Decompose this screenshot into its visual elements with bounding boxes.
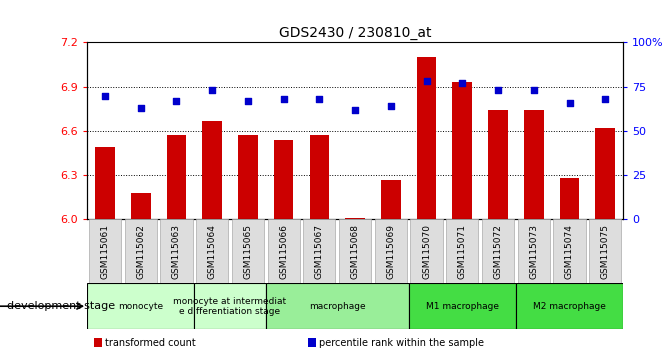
Bar xyxy=(87,283,194,329)
Point xyxy=(529,87,539,93)
Point xyxy=(421,79,432,84)
Bar xyxy=(524,110,543,219)
Text: GSM115067: GSM115067 xyxy=(315,224,324,279)
Point xyxy=(171,98,182,104)
Text: M1 macrophage: M1 macrophage xyxy=(426,302,498,311)
Text: M2 macrophage: M2 macrophage xyxy=(533,302,606,311)
Bar xyxy=(417,57,436,219)
Bar xyxy=(345,218,365,219)
Point xyxy=(350,107,360,113)
Bar xyxy=(452,82,472,219)
Text: GSM115062: GSM115062 xyxy=(136,224,145,279)
Point xyxy=(457,80,468,86)
Bar xyxy=(160,219,192,283)
Title: GDS2430 / 230810_at: GDS2430 / 230810_at xyxy=(279,26,431,40)
Bar xyxy=(482,219,514,283)
Bar xyxy=(516,283,623,329)
Text: GSM115073: GSM115073 xyxy=(529,224,538,279)
Text: GSM115075: GSM115075 xyxy=(601,224,610,279)
Bar xyxy=(274,140,293,219)
Bar xyxy=(411,219,443,283)
Bar xyxy=(131,193,151,219)
Bar xyxy=(381,180,401,219)
Bar xyxy=(589,219,621,283)
Bar xyxy=(95,147,115,219)
Bar xyxy=(238,136,258,219)
Point xyxy=(492,87,503,93)
Text: GSM115071: GSM115071 xyxy=(458,224,467,279)
Bar xyxy=(446,219,478,283)
Bar xyxy=(89,219,121,283)
Text: GSM115061: GSM115061 xyxy=(100,224,109,279)
Text: GSM115070: GSM115070 xyxy=(422,224,431,279)
Bar xyxy=(266,283,409,329)
Bar xyxy=(232,219,264,283)
Bar xyxy=(596,128,615,219)
Point xyxy=(100,93,111,98)
Text: GSM115065: GSM115065 xyxy=(243,224,253,279)
Bar xyxy=(202,121,222,219)
Text: monocyte at intermediat
e differentiation stage: monocyte at intermediat e differentiatio… xyxy=(174,297,287,316)
Bar xyxy=(196,219,228,283)
Point xyxy=(600,96,610,102)
Text: macrophage: macrophage xyxy=(309,302,366,311)
Point xyxy=(207,87,218,93)
Point xyxy=(314,96,325,102)
Text: GSM115063: GSM115063 xyxy=(172,224,181,279)
Point xyxy=(278,96,289,102)
Bar xyxy=(488,110,508,219)
Bar xyxy=(304,219,336,283)
Point xyxy=(243,98,253,104)
Text: monocyte: monocyte xyxy=(118,302,163,311)
Text: GSM115069: GSM115069 xyxy=(387,224,395,279)
Text: GSM115074: GSM115074 xyxy=(565,224,574,279)
Point xyxy=(385,103,396,109)
Bar xyxy=(553,219,586,283)
Text: GSM115072: GSM115072 xyxy=(494,224,502,279)
Text: transformed count: transformed count xyxy=(105,338,195,348)
Bar xyxy=(559,178,580,219)
Point xyxy=(135,105,146,111)
Text: GSM115066: GSM115066 xyxy=(279,224,288,279)
Point xyxy=(564,100,575,105)
Text: development stage: development stage xyxy=(7,301,115,311)
Bar xyxy=(409,283,516,329)
Text: GSM115068: GSM115068 xyxy=(350,224,360,279)
Bar xyxy=(167,136,186,219)
Bar xyxy=(125,219,157,283)
Bar xyxy=(339,219,371,283)
Bar xyxy=(375,219,407,283)
Text: percentile rank within the sample: percentile rank within the sample xyxy=(319,338,484,348)
Bar xyxy=(310,136,329,219)
Bar xyxy=(194,283,266,329)
Text: GSM115064: GSM115064 xyxy=(208,224,216,279)
Bar xyxy=(267,219,299,283)
Bar xyxy=(518,219,550,283)
